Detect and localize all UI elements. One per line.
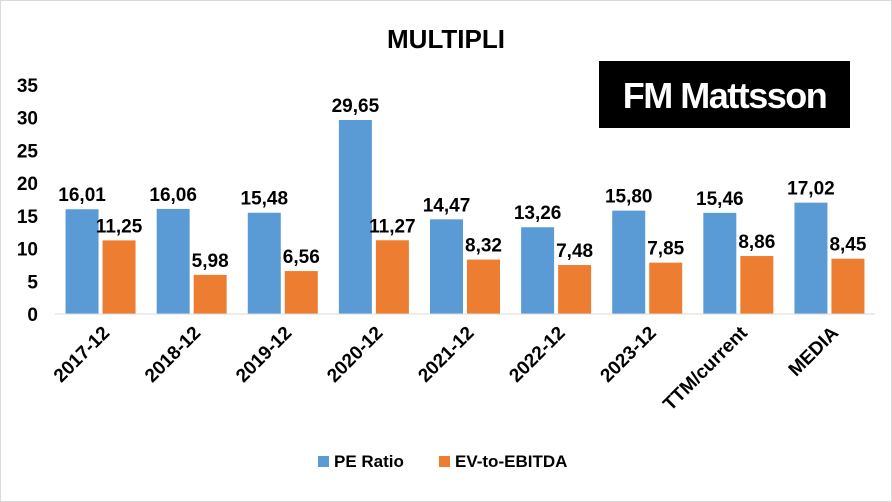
bar-pe-ratio bbox=[247, 212, 281, 314]
bar-pe-ratio bbox=[156, 208, 190, 314]
y-tick-label: 5 bbox=[27, 272, 38, 293]
bar-pe-ratio bbox=[521, 227, 555, 314]
data-label: 8,86 bbox=[738, 232, 775, 253]
bar-pe-ratio bbox=[612, 210, 646, 314]
data-label: 17,02 bbox=[787, 179, 835, 200]
bar-pe-ratio bbox=[338, 120, 372, 314]
bar-ev-to-ebitda bbox=[740, 256, 774, 314]
y-tick-label: 30 bbox=[17, 109, 38, 130]
bar-ev-to-ebitda bbox=[284, 271, 318, 314]
bar-pe-ratio bbox=[703, 212, 737, 314]
legend-swatch bbox=[439, 456, 450, 467]
bar-ev-to-ebitda bbox=[467, 259, 500, 314]
data-label: 13,26 bbox=[514, 203, 562, 224]
data-label: 11,27 bbox=[369, 216, 416, 237]
chart-title: MULTIPLI bbox=[387, 24, 505, 54]
y-tick-label: 25 bbox=[17, 141, 39, 162]
y-tick-label: 35 bbox=[17, 76, 39, 97]
y-tick-label: 0 bbox=[27, 305, 38, 326]
bar-ev-to-ebitda bbox=[102, 240, 136, 314]
data-label: 8,45 bbox=[829, 235, 866, 256]
data-label: 8,32 bbox=[465, 236, 502, 257]
data-label: 16,01 bbox=[58, 185, 106, 206]
data-label: 15,80 bbox=[605, 187, 653, 208]
x-tick-label: TTM/current bbox=[659, 322, 752, 415]
bar-ev-to-ebitda bbox=[649, 262, 683, 314]
data-label: 7,85 bbox=[647, 239, 684, 260]
y-tick-label: 15 bbox=[17, 207, 39, 228]
data-label: 7,48 bbox=[556, 241, 593, 262]
data-label: 5,98 bbox=[192, 251, 229, 272]
bar-ev-to-ebitda bbox=[375, 240, 409, 314]
y-tick-label: 20 bbox=[17, 174, 38, 195]
data-label: 11,25 bbox=[96, 216, 143, 237]
bar-ev-to-ebitda bbox=[558, 265, 592, 314]
bar-pe-ratio bbox=[65, 209, 99, 314]
x-tick-label: 2018-12 bbox=[141, 323, 205, 387]
data-label: 16,06 bbox=[149, 185, 197, 206]
bar-ev-to-ebitda bbox=[831, 258, 865, 314]
x-tick-label: 2021-12 bbox=[414, 323, 478, 387]
bar-ev-to-ebitda bbox=[193, 274, 227, 314]
y-axis: 0 5 10 15 20 25 30 35 bbox=[17, 76, 39, 326]
bars bbox=[65, 120, 865, 314]
x-tick-label: 2022-12 bbox=[505, 323, 569, 387]
x-axis: 2017-12 2018-12 2019-12 2020-12 2021-12 2022-… bbox=[50, 313, 875, 415]
y-tick-label: 10 bbox=[17, 240, 38, 261]
x-tick-label: 2017-12 bbox=[50, 323, 114, 387]
data-label: 6,56 bbox=[283, 247, 320, 268]
company-logo: FM Mattsson bbox=[599, 61, 850, 128]
data-label: 29,65 bbox=[332, 96, 380, 117]
data-label: 15,48 bbox=[241, 189, 289, 210]
bar-pe-ratio bbox=[430, 219, 463, 314]
legend-label: EV-to-EBITDA bbox=[455, 452, 567, 471]
x-tick-label: 2019-12 bbox=[232, 323, 296, 387]
legend-swatch bbox=[318, 456, 329, 467]
x-tick-label: 2020-12 bbox=[323, 323, 387, 387]
data-labels: 16,01 11,25 16,06 5,98 15,48 6,56 29,65 11,27 14… bbox=[58, 96, 867, 272]
legend: PE Ratio EV-to-EBITDA bbox=[318, 452, 567, 471]
bar-pe-ratio bbox=[794, 202, 828, 314]
x-tick-label: MEDIA bbox=[785, 322, 843, 380]
logo-background bbox=[599, 61, 850, 128]
data-label: 14,47 bbox=[423, 195, 471, 216]
logo-text: FM Mattsson bbox=[623, 75, 827, 116]
data-label: 15,46 bbox=[696, 189, 744, 210]
legend-label: PE Ratio bbox=[334, 452, 404, 471]
x-tick-label: 2023-12 bbox=[597, 323, 661, 387]
